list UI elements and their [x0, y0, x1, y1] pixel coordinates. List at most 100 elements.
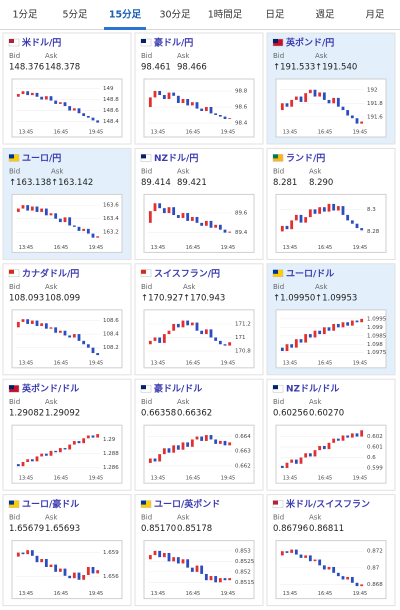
pair-name: NZドル/ドル	[286, 384, 339, 395]
tab-label: 5分足	[62, 10, 88, 21]
candle	[313, 450, 317, 457]
x-tick-label: 19:45	[221, 476, 235, 482]
y-tick-label: 108.4	[103, 332, 119, 338]
bid-label: Bid	[273, 52, 284, 60]
flag-icon-mark	[273, 269, 278, 274]
y-tick-label: 163.6	[103, 203, 119, 209]
flag-icon-mark	[9, 500, 14, 505]
x-tick-label: 16:45	[186, 130, 200, 136]
candle	[299, 214, 303, 223]
y-tick-label: 0.664	[235, 434, 251, 440]
chart-box	[143, 424, 255, 484]
chart-box	[143, 309, 255, 369]
chart-box	[275, 424, 387, 484]
candle	[294, 459, 298, 464]
bid-label: Bid	[273, 167, 284, 175]
pair-name: ユーロ/英ポンド	[154, 498, 220, 510]
candle	[16, 464, 20, 467]
candle	[304, 217, 308, 223]
candle	[77, 441, 81, 444]
y-tick-label: 1.288	[103, 451, 119, 457]
pair-name: ランド/円	[286, 153, 325, 164]
tab[interactable]: 月足	[365, 10, 385, 21]
candle	[209, 107, 213, 114]
candle	[294, 96, 298, 100]
y-tick-label: 149	[103, 86, 114, 92]
tab[interactable]: 15分足	[104, 9, 146, 31]
candle	[214, 224, 218, 228]
candle	[228, 578, 232, 581]
x-tick-label: 16:45	[186, 360, 200, 366]
pair-name: 米ドル/スイスフラン	[285, 498, 370, 510]
candle	[35, 206, 39, 212]
x-tick-label: 13:45	[151, 245, 165, 251]
candle	[332, 323, 336, 331]
x-tick-label: 19:45	[353, 130, 367, 136]
tab[interactable]: 5分足	[62, 10, 88, 21]
bid-label: Bid	[9, 167, 20, 175]
tab[interactable]: 30分足	[159, 10, 191, 21]
candle	[228, 231, 232, 233]
candle	[148, 340, 152, 345]
pair-name: 英ポンド/円	[285, 37, 334, 49]
candle	[223, 344, 227, 346]
candle	[82, 340, 86, 345]
candle	[341, 206, 345, 215]
y-tick-label: 0.663	[235, 449, 251, 455]
bid-label: Bid	[9, 283, 20, 291]
ask-value: 1.65693	[45, 524, 80, 534]
tab[interactable]: 1時間足	[208, 10, 243, 21]
ask-value: ↑1.09953	[315, 293, 357, 303]
chart-box	[11, 540, 123, 600]
y-tick-label: 0.853	[235, 548, 251, 554]
candle	[190, 567, 194, 572]
y-tick-label: 1.659	[103, 550, 119, 556]
candle	[181, 442, 185, 450]
candle	[318, 207, 322, 214]
ask-value: 0.66362	[177, 409, 212, 419]
bid-value: 0.85170	[141, 524, 176, 534]
tab-label: 月足	[365, 10, 385, 21]
candle	[153, 550, 157, 556]
y-tick-label: 0.852	[235, 569, 251, 575]
candle	[148, 555, 152, 560]
tab[interactable]: 週足	[315, 9, 335, 21]
tab-label: 1分足	[12, 10, 38, 21]
tab[interactable]: 日足	[265, 10, 285, 21]
candle	[72, 108, 76, 111]
ask-value: 98.466	[177, 63, 207, 73]
candle	[35, 456, 39, 462]
tab[interactable]: 1分足	[12, 10, 38, 21]
candle	[26, 205, 30, 211]
flag-icon-mark	[273, 500, 278, 505]
candle	[341, 106, 345, 111]
flag-icon-mark	[141, 385, 146, 390]
candle	[200, 436, 204, 441]
ask-value: 8.290	[309, 178, 333, 188]
bid-value: 1.29082	[9, 409, 44, 419]
candle	[299, 554, 303, 558]
chart-box	[275, 309, 387, 369]
ask-value: 148.378	[45, 63, 80, 73]
candle	[308, 453, 312, 457]
bid-value: ↑170.927	[141, 293, 183, 303]
bid-value: ↑163.138	[9, 178, 51, 188]
flag-icon-mark	[141, 39, 146, 43]
y-tick-label: 148.4	[103, 119, 119, 125]
candle	[86, 116, 90, 118]
